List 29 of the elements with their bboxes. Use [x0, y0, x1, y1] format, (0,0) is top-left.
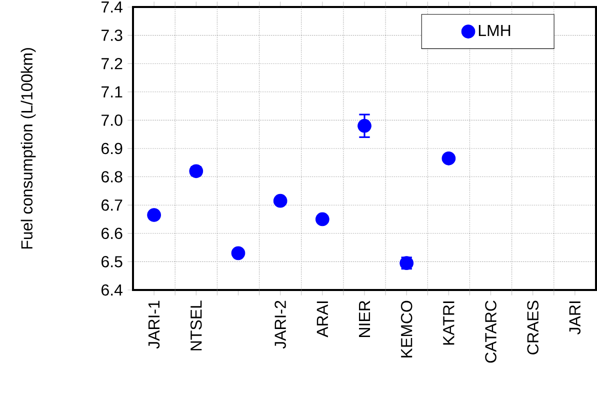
x-tick-label: NTSEL — [190, 300, 202, 350]
x-tick-label: ARAI — [316, 302, 328, 338]
y-tick-label: 7.4 — [102, 2, 122, 12]
point — [147, 208, 161, 222]
x-tick-label: CATARC — [485, 300, 496, 363]
x-tick-label: KATRI — [443, 302, 454, 345]
y-tick-label: 7.3 — [102, 30, 122, 41]
point — [442, 151, 456, 166]
y-tick-label: 6.8 — [102, 171, 122, 182]
x-tick-label: JARI-1 — [148, 300, 160, 349]
x-tick-label: JARI-2 — [274, 300, 286, 349]
y-tick-label: 6.6 — [102, 228, 122, 240]
y-tick-label: 6.7 — [102, 199, 122, 211]
x-tick-label: KEMCO — [400, 300, 412, 358]
y-axis-title: Fuel consumption (L/100km) — [20, 48, 36, 249]
y-tick-label: 7.2 — [102, 58, 122, 70]
point — [231, 246, 246, 260]
point — [315, 212, 330, 226]
y-tick-label: 7.0 — [102, 114, 122, 126]
y-tick-label: 6.5 — [102, 256, 122, 268]
point — [273, 194, 288, 208]
legend-label: LMH — [478, 25, 510, 36]
y-tick-label: 6.9 — [102, 142, 122, 154]
x-tick-label: JARI — [569, 302, 581, 334]
point — [358, 118, 372, 133]
x-tick-label: CRAES — [527, 300, 539, 354]
y-tick-label: 6.4 — [102, 284, 122, 296]
y-tick-label: 7.1 — [102, 86, 122, 98]
x-tick-label: NIER — [359, 300, 370, 337]
